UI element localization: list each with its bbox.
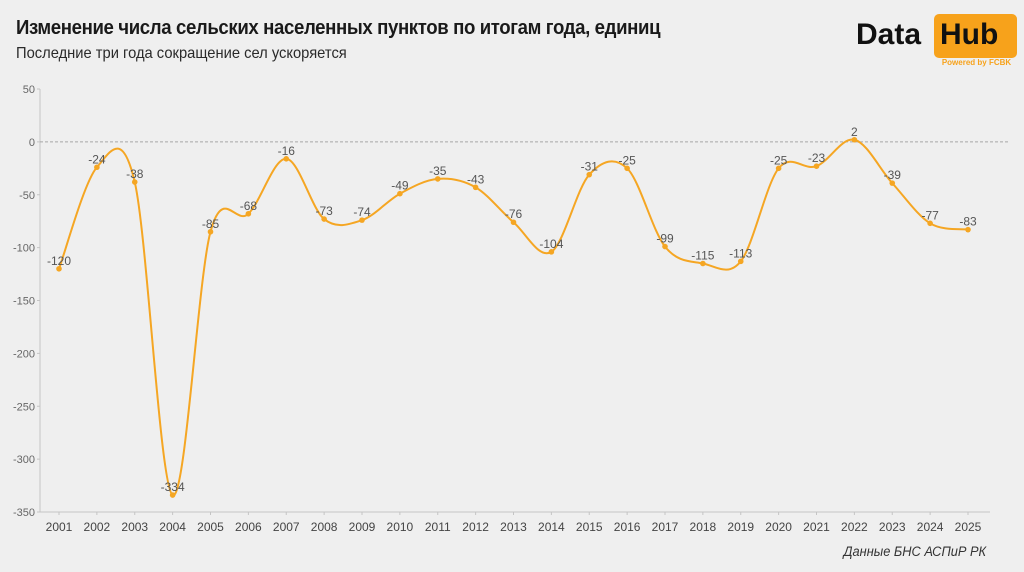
x-tick-label: 2001 [46, 520, 73, 534]
logo-hub-text: Hub [940, 18, 999, 51]
series-line [58, 138, 969, 497]
data-point [472, 184, 479, 191]
data-value-label: -334 [161, 480, 185, 494]
y-tick-label: 50 [23, 84, 35, 96]
x-tick-label: 2021 [803, 520, 830, 534]
data-value-label: -68 [240, 199, 258, 213]
logo-data-text: Data [856, 18, 922, 51]
x-tick-label: 2007 [273, 520, 300, 534]
x-tick-label: 2019 [727, 520, 754, 534]
x-tick-label: 2010 [387, 520, 414, 534]
data-value-label: -39 [884, 168, 902, 182]
data-point [434, 176, 441, 182]
y-tick-label: -300 [13, 454, 35, 466]
logo-powered-text: Powered by FCBK [941, 58, 1012, 67]
data-point [169, 492, 176, 498]
y-tick-label: 0 [29, 137, 35, 149]
data-point [283, 155, 290, 162]
data-value-label: -113 [729, 246, 752, 260]
data-value-label: -73 [315, 204, 333, 218]
series-points [56, 136, 971, 498]
data-point [737, 258, 744, 265]
x-tick-label: 2015 [576, 520, 603, 534]
y-tick-label: -100 [13, 243, 35, 255]
y-tick-label: -350 [13, 507, 35, 519]
data-point [662, 243, 668, 250]
y-tick-label: -250 [13, 401, 35, 413]
data-point [965, 226, 971, 233]
data-point [775, 165, 782, 172]
data-point [586, 171, 593, 178]
data-value-label: -25 [618, 153, 636, 167]
data-value-label: -85 [202, 217, 220, 231]
data-value-label: -16 [278, 144, 296, 158]
x-tick-label: 2024 [917, 520, 944, 534]
data-point [700, 260, 706, 267]
data-value-label: -31 [581, 160, 599, 174]
x-tick-label: 2025 [955, 520, 982, 534]
data-value-label: -104 [539, 237, 563, 251]
x-tick-label: 2018 [690, 520, 717, 534]
x-tick-label: 2006 [235, 520, 262, 534]
data-point [548, 249, 555, 255]
y-axis: 50 0 -50 -100 -150 -200 -250 -300 -350 [13, 84, 41, 519]
x-tick-label: 2011 [425, 520, 451, 534]
logo-hub-box: Hub [934, 14, 1017, 58]
data-value-label: -25 [770, 153, 788, 167]
data-value-label: -43 [467, 172, 485, 186]
x-tick-label: 2017 [652, 520, 679, 534]
data-point [813, 163, 820, 169]
chart-title: Изменение числа сельских населенных пунк… [16, 17, 661, 39]
y-tick-label: -150 [13, 296, 35, 308]
x-tick-label: 2020 [765, 520, 792, 534]
data-value-label: -115 [691, 248, 714, 262]
data-point [927, 220, 933, 227]
data-value-label: -24 [88, 152, 106, 166]
data-point [889, 180, 896, 186]
x-tick-label: 2013 [500, 520, 527, 534]
data-value-label: -76 [505, 207, 523, 221]
datahub-logo: Data Hub Powered by FCBK [856, 14, 1017, 70]
data-value-label: -120 [47, 254, 71, 268]
x-tick-label: 2022 [841, 520, 868, 534]
data-value-label: 2 [851, 125, 858, 139]
data-value-label: -49 [391, 179, 409, 193]
x-tick-label: 2004 [159, 520, 186, 534]
x-tick-label: 2014 [538, 520, 565, 534]
data-point [359, 217, 365, 223]
data-point [94, 164, 100, 171]
data-value-label: -23 [808, 151, 826, 165]
data-value-label: -35 [429, 164, 447, 178]
data-point [397, 190, 403, 197]
data-point [131, 179, 138, 185]
data-labels: -120 -24 -38 -334 -85 -68 -16 -73 -74 -49 -35 -43 -7… [47, 125, 977, 494]
y-tick-label: -200 [13, 348, 35, 360]
x-axis: 2001 2002 2003 2004 2005 2006 2007 2008 2009 2010… [40, 511, 990, 534]
x-tick-label: 2008 [311, 520, 338, 534]
x-tick-label: 2005 [197, 520, 224, 534]
data-value-label: -74 [353, 205, 371, 219]
data-point [56, 265, 62, 272]
data-value-label: -38 [126, 167, 144, 181]
x-tick-label: 2012 [462, 520, 489, 534]
x-tick-label: 2003 [121, 520, 148, 534]
data-point [851, 136, 858, 143]
data-value-label: -77 [921, 208, 939, 222]
data-value-label: -83 [959, 215, 977, 229]
x-tick-label: 2009 [349, 520, 376, 534]
data-point [245, 210, 252, 217]
x-tick-label: 2023 [879, 520, 906, 534]
data-point [624, 165, 630, 172]
data-source-note: Данные БНС АСПиР РК [843, 544, 986, 559]
data-point [510, 219, 517, 226]
y-tick-label: -50 [19, 190, 35, 202]
x-tick-label: 2002 [84, 520, 111, 534]
x-tick-label: 2016 [614, 520, 641, 534]
data-point [207, 228, 214, 235]
data-point [321, 216, 327, 222]
chart-subtitle: Последние три года сокращение сел ускоря… [16, 45, 347, 62]
data-value-label: -99 [656, 232, 674, 246]
